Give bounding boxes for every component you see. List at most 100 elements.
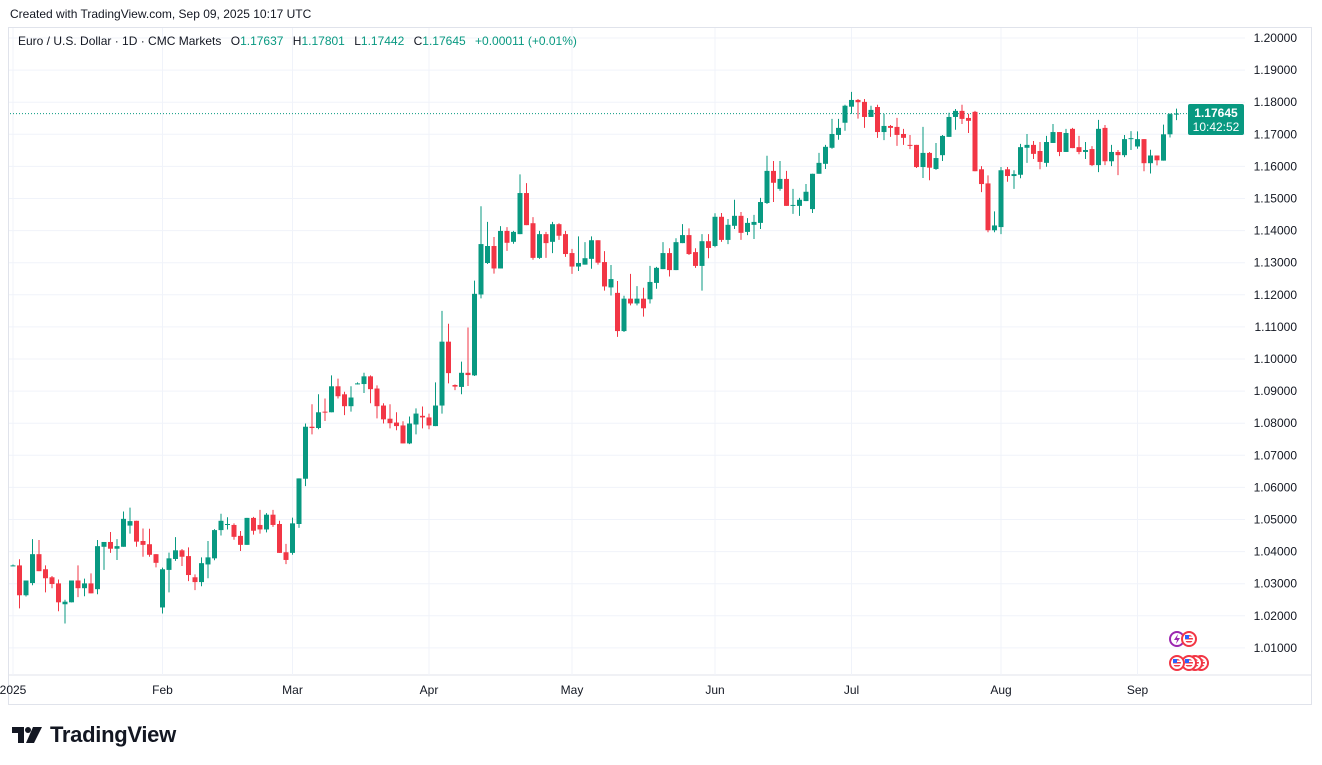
open-label: O xyxy=(230,34,241,48)
candle-down xyxy=(966,113,971,134)
candle-down xyxy=(257,509,263,534)
candle-body xyxy=(920,152,926,168)
candle-body xyxy=(738,215,744,233)
candle-body xyxy=(933,158,939,169)
candle-up xyxy=(1128,131,1134,151)
candle-up xyxy=(634,286,640,306)
candle-body xyxy=(1154,155,1160,161)
candle-down xyxy=(901,128,906,145)
tradingview-logo[interactable]: TradingView xyxy=(12,722,176,748)
candle-down xyxy=(1057,132,1062,157)
candle-down xyxy=(335,378,341,399)
candle-body xyxy=(589,240,594,259)
candle-up xyxy=(205,541,211,579)
candle-up xyxy=(95,540,100,595)
candle-down xyxy=(602,251,607,291)
candle-body xyxy=(192,577,198,583)
candle-up xyxy=(816,152,822,174)
candle-body xyxy=(1044,142,1049,163)
candle-body xyxy=(173,550,178,559)
candle-up xyxy=(589,236,594,269)
candle-up xyxy=(712,213,718,248)
candle-up xyxy=(992,211,997,233)
candle-body xyxy=(355,383,360,385)
candle-down xyxy=(556,223,562,240)
candle-down xyxy=(251,516,256,535)
candle-down xyxy=(959,104,965,125)
candle-body xyxy=(634,298,640,304)
candle-body xyxy=(862,101,867,117)
candle-down xyxy=(17,559,22,609)
candle-body xyxy=(257,524,263,530)
y-tick-label: 1.20000 xyxy=(1254,31,1298,45)
candle-up xyxy=(1135,131,1140,149)
candle-body xyxy=(1063,133,1069,152)
candle-down xyxy=(387,404,393,429)
candle-up xyxy=(166,552,172,593)
candle-body xyxy=(69,580,74,603)
candle-body xyxy=(537,234,542,258)
y-tick-label: 1.19000 xyxy=(1254,63,1298,77)
candle-body xyxy=(569,253,575,267)
candle-body xyxy=(628,298,633,304)
x-tick-label: Feb xyxy=(152,683,173,697)
candle-up xyxy=(459,361,464,395)
candle-body xyxy=(667,253,672,271)
candle-down xyxy=(524,183,529,226)
candle-body xyxy=(673,242,679,271)
candle-body xyxy=(30,554,35,584)
candle-up xyxy=(290,517,295,555)
candle-up xyxy=(881,113,887,141)
candle-down xyxy=(686,228,692,255)
y-tick-label: 1.16000 xyxy=(1254,159,1298,173)
us-flag-event-icon[interactable] xyxy=(1169,655,1185,671)
candle-down xyxy=(784,170,789,206)
candle-body xyxy=(43,569,48,579)
high-label: H xyxy=(292,34,302,48)
candle-body xyxy=(517,193,523,235)
candle-down xyxy=(134,520,139,547)
candle-down xyxy=(452,384,458,391)
candle-up xyxy=(478,206,484,299)
candle-body xyxy=(439,341,445,406)
candle-body xyxy=(186,556,191,576)
candle-body xyxy=(810,173,815,210)
candle-up xyxy=(576,236,581,272)
candle-up xyxy=(673,238,679,271)
candle-down xyxy=(179,549,185,567)
candle-down xyxy=(595,240,601,265)
candle-body xyxy=(1174,113,1179,115)
candle-body xyxy=(205,557,211,565)
candle-up xyxy=(355,382,360,385)
us-flag-event-icon[interactable] xyxy=(1181,631,1197,647)
candle-down xyxy=(719,212,724,242)
candle-body xyxy=(88,583,94,594)
candle-up xyxy=(1063,128,1069,152)
candle-down xyxy=(1037,142,1043,170)
y-tick-label: 1.15000 xyxy=(1254,192,1298,206)
candle-body xyxy=(751,221,757,225)
candle-down xyxy=(888,124,893,137)
candle-down xyxy=(972,110,978,172)
candle-body xyxy=(907,144,913,146)
candle-down xyxy=(381,403,386,424)
candle-body xyxy=(764,170,770,203)
candle-up xyxy=(121,511,126,547)
candle-up xyxy=(797,197,802,216)
candle-body xyxy=(979,169,984,185)
candle-up xyxy=(517,174,523,235)
candle-down xyxy=(615,280,620,337)
candle-body xyxy=(959,110,965,119)
candle-body xyxy=(595,240,601,263)
candle-body xyxy=(134,520,139,542)
x-tick-label: Aug xyxy=(990,683,1011,697)
candle-down xyxy=(43,565,48,593)
symbol-title[interactable]: Euro / U.S. Dollar · 1D · CMC Markets xyxy=(18,34,222,48)
candle-up xyxy=(1122,134,1127,158)
candle-body xyxy=(407,423,412,444)
y-tick-label: 1.09000 xyxy=(1254,384,1298,398)
candle-body xyxy=(17,565,22,596)
candle-up xyxy=(842,104,848,131)
candle-up xyxy=(699,234,705,291)
